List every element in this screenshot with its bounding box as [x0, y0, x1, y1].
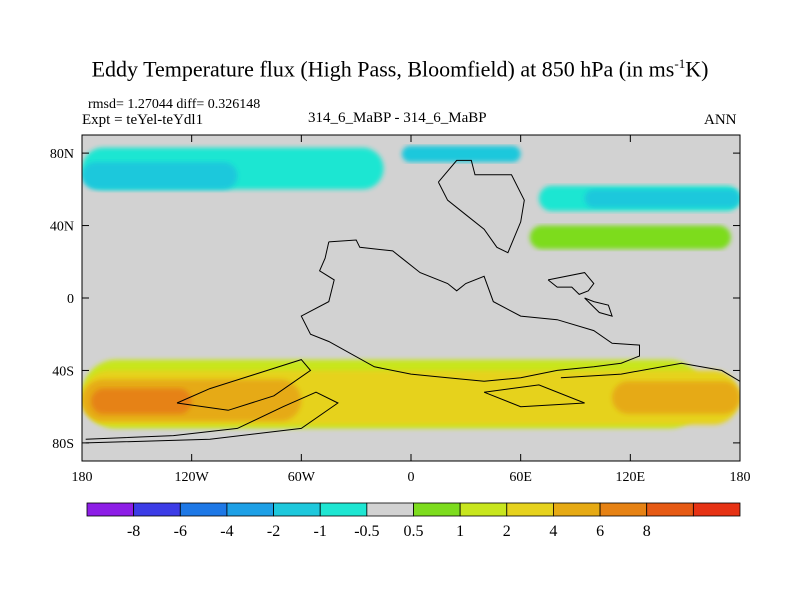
y-tick-label-3: 40S: [52, 364, 74, 379]
x-tick-label-1: 120W: [175, 470, 210, 485]
colorbar-swatch-3: [226, 502, 274, 517]
coastline-segment-2: [85, 391, 339, 444]
x-tick-label-5: 120E: [616, 470, 646, 485]
colorbar-label-1: -6: [174, 523, 187, 540]
continent-outline: [85, 159, 740, 444]
coastline-segment-0: [300, 239, 640, 382]
x-tick-label-4: 60E: [509, 470, 532, 485]
colorbar-swatch-1: [133, 502, 181, 517]
expt-label: Expt = teYel-teYdl1: [82, 112, 204, 128]
colorbar-label-4: -1: [314, 523, 327, 540]
x-axis: 180 120W 60W 0 60E 120E 180: [72, 135, 751, 485]
colorbar-label-8: 2: [503, 523, 511, 540]
colorbar-swatch-8: [459, 502, 508, 517]
contour-region-5: [529, 225, 731, 250]
colorbar-swatch-9: [506, 502, 554, 517]
contour-fill-group: [82, 145, 740, 429]
colorbar-swatch-12: [646, 502, 694, 517]
contour-region-4: [584, 189, 740, 208]
chart-title: Eddy Temperature flux (High Pass, Bloomf…: [91, 56, 709, 82]
contour-region-10: [612, 381, 740, 414]
colorbar-swatch-11: [599, 502, 648, 517]
case-label: 314_6_MaBP - 314_6_MaBP: [308, 110, 487, 126]
colorbar-swatch-13: [692, 502, 741, 517]
colorbar-label-2: -4: [220, 523, 233, 540]
contour-region-1: [82, 162, 238, 190]
y-tick-label-2: 0: [67, 292, 74, 307]
contour-region-9: [91, 388, 192, 414]
x-tick-label-6: 180: [730, 470, 751, 485]
coastline-segment-7: [483, 384, 585, 408]
coastline-segment-1: [176, 359, 312, 411]
colorbar-swatch-7: [413, 502, 461, 517]
colorbar-label-3: -2: [267, 523, 280, 540]
colorbar-swatch-5: [319, 502, 368, 517]
colorbar-swatch-0: [86, 502, 135, 517]
y-tick-label-0: 80N: [50, 147, 74, 162]
colorbar-label-9: 4: [549, 523, 557, 540]
colorbar: -8 -6 -4 -2 -1 -0.5 0.5 1 2 4 6 8: [86, 502, 741, 540]
x-tick-label-0: 180: [72, 470, 93, 485]
colorbar-label-11: 8: [643, 523, 651, 540]
colorbar-swatch-10: [553, 502, 601, 517]
coastline-segment-4: [547, 272, 595, 295]
colorbar-label-10: 6: [596, 523, 604, 540]
x-tick-label-2: 60W: [288, 470, 316, 485]
colorbar-swatch-2: [179, 502, 228, 517]
y-tick-label-4: 80S: [52, 437, 74, 452]
y-tick-label-1: 40N: [50, 220, 74, 235]
y-axis: 80N 40N 0 40S 80S: [50, 147, 740, 452]
colorbar-label-6: 0.5: [404, 523, 424, 540]
colorbar-label-5: -0.5: [354, 523, 379, 540]
season-label: ANN: [704, 112, 737, 128]
contour-region-2: [401, 145, 521, 163]
stats-label: rmsd= 1.27044 diff= 0.326148: [88, 97, 261, 112]
colorbar-label-0: -8: [127, 523, 140, 540]
colorbar-label-7: 1: [456, 523, 464, 540]
coastline-segment-5: [584, 297, 613, 317]
colorbar-swatch-6: [366, 502, 414, 517]
x-tick-label-3: 0: [408, 470, 415, 485]
coastline-segment-3: [437, 159, 525, 254]
coastline-segment-6: [560, 362, 740, 382]
colorbar-swatch-4: [273, 502, 321, 517]
